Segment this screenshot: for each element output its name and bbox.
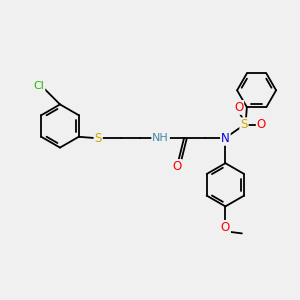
Text: O: O [172, 160, 182, 173]
Text: O: O [234, 101, 243, 114]
Text: Cl: Cl [34, 81, 44, 92]
Text: NH: NH [152, 133, 169, 143]
Text: N: N [221, 132, 230, 145]
Text: S: S [240, 118, 248, 131]
Text: O: O [257, 118, 266, 131]
Text: O: O [221, 221, 230, 234]
Text: S: S [94, 132, 102, 145]
